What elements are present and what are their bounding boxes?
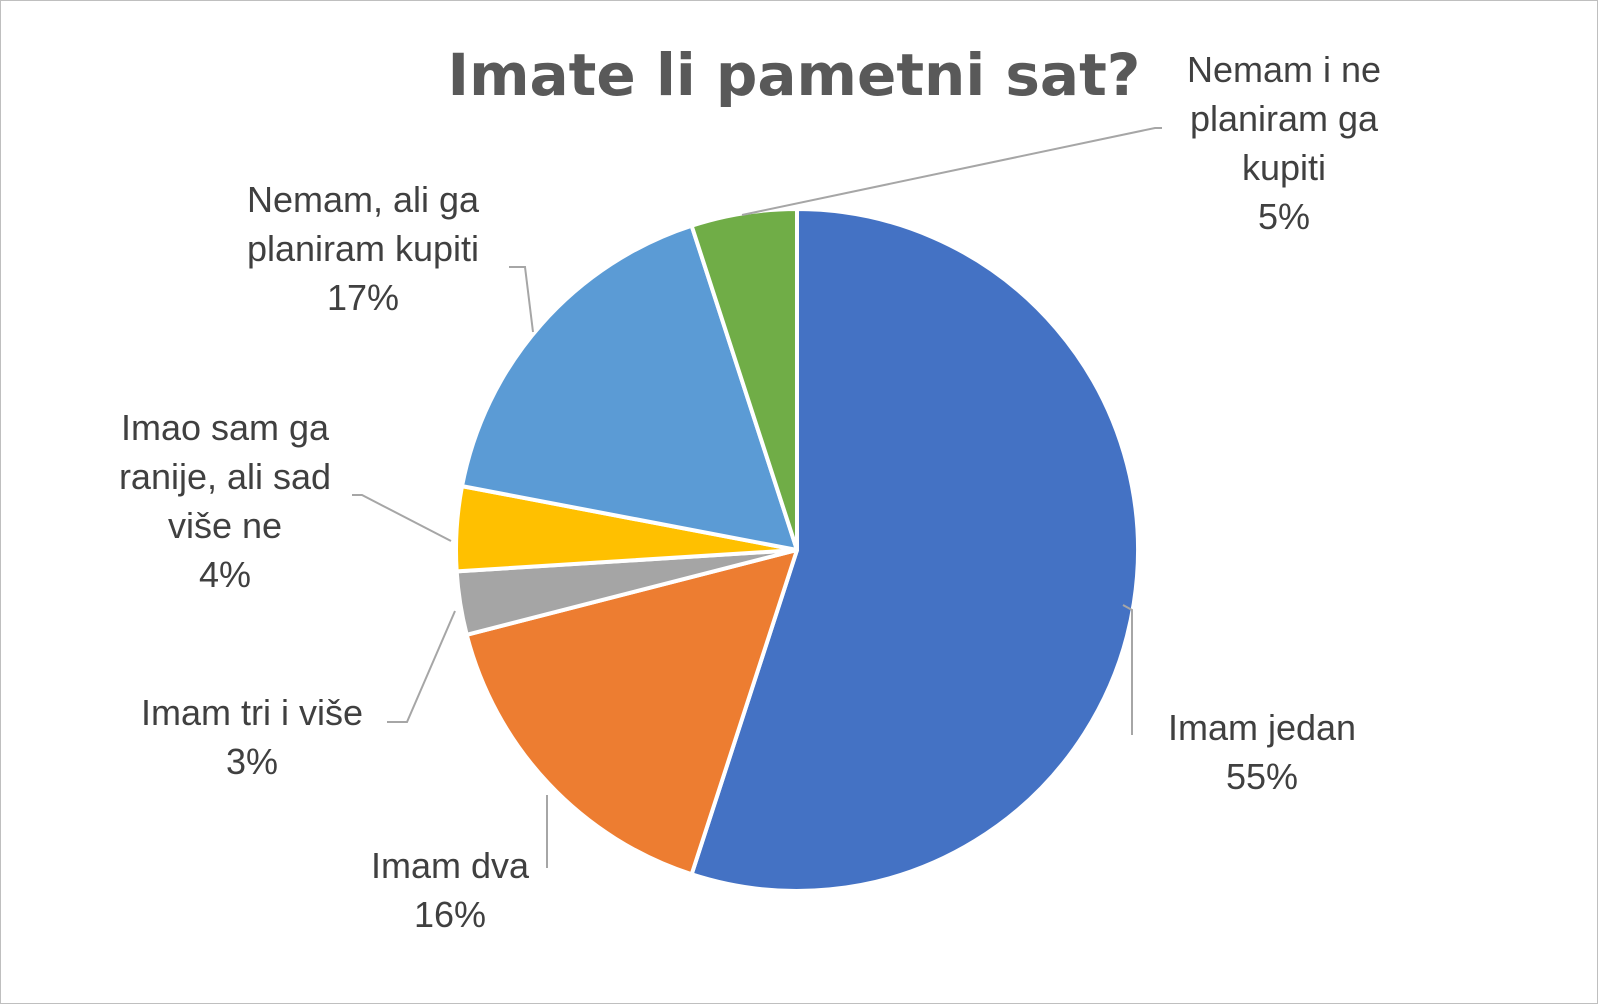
slice-value-label: 3% — [226, 741, 278, 782]
slice-label-line: Nemam, ali ga — [247, 179, 480, 220]
slice-label-line: ranije, ali sad — [119, 456, 331, 497]
slice-label: Nemam, ali ga planiram kupiti 17% — [247, 179, 480, 318]
slice-label-line: Imam jedan — [1168, 707, 1356, 748]
slice-label-line: kupiti — [1242, 147, 1326, 188]
slice-value-label: 5% — [1258, 196, 1310, 237]
slice-value-label: 16% — [414, 894, 486, 935]
leader-line — [741, 127, 1162, 216]
slice-value-label: 17% — [327, 277, 399, 318]
slice-label-line: planiram ga — [1190, 98, 1379, 139]
leader-line — [1122, 604, 1133, 735]
slice-labels: Imam jedan 55% Imam dva 16% Imam tri i više 3… — [119, 49, 1381, 935]
pie-slice[interactable] — [460, 223, 799, 552]
leader-line — [509, 266, 534, 333]
leader-line — [387, 610, 456, 723]
slice-label-line: planiram kupiti — [247, 228, 479, 269]
pie-slice[interactable] — [689, 207, 799, 552]
chart-title: Imate li pametni sat? — [448, 41, 1141, 109]
slice-label-line: više ne — [168, 505, 282, 546]
slice-label: Nemam i ne planiram ga kupiti 5% — [1187, 49, 1381, 237]
pie-slice[interactable] — [689, 207, 1141, 893]
slice-label: Imao sam ga ranije, ali sad više ne 4% — [119, 407, 331, 595]
slice-label-line: Imam dva — [371, 845, 530, 886]
slice-label-line: Imam tri i više — [141, 692, 363, 733]
pie-slices — [454, 207, 1141, 893]
leader-line — [352, 494, 452, 542]
slice-label: Imam jedan 55% — [1168, 707, 1356, 797]
slice-value-label: 55% — [1226, 756, 1298, 797]
slice-label: Imam dva 16% — [371, 845, 530, 935]
pie-slice[interactable] — [464, 548, 799, 877]
slice-label: Imam tri i više 3% — [141, 692, 363, 782]
leader-lines — [352, 127, 1162, 868]
slice-value-label: 4% — [199, 554, 251, 595]
slice-label-line: Nemam i ne — [1187, 49, 1381, 90]
slice-label-line: Imao sam ga — [121, 407, 330, 448]
